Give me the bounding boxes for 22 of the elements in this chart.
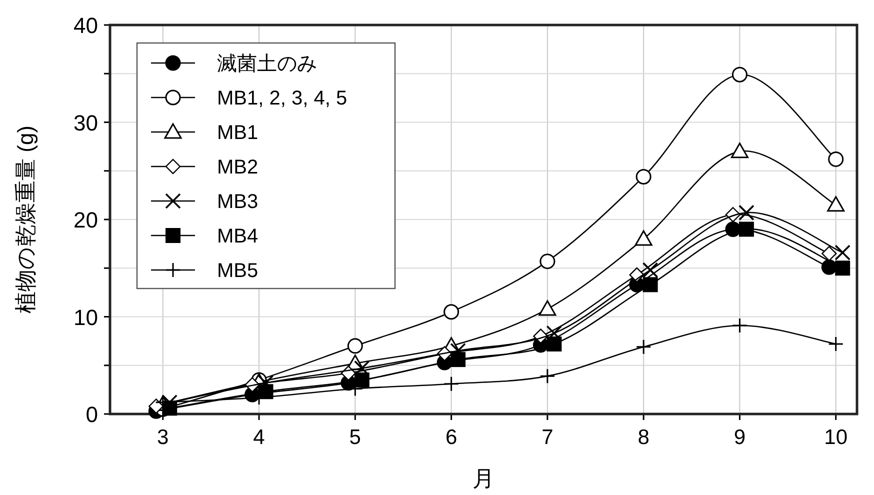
legend-label: MB3 (217, 191, 258, 213)
x-tick-label: 7 (542, 426, 554, 449)
x-axis-title: 月 (472, 466, 494, 491)
legend-label: MB1, 2, 3, 4, 5 (217, 88, 348, 110)
y-tick-label: 20 (74, 208, 98, 232)
y-tick-label: 10 (74, 304, 98, 330)
y-tick-label: 0 (86, 402, 98, 427)
x-tick-label: 3 (157, 426, 169, 449)
legend-label: 滅菌土のみ (217, 53, 317, 75)
x-tick-label: 9 (734, 426, 746, 449)
legend-label: MB1 (217, 122, 258, 144)
y-tick-label: 30 (74, 110, 98, 136)
x-tick-label: 5 (349, 426, 361, 449)
y-tick-label: 40 (74, 13, 98, 38)
legend-label: MB5 (217, 260, 258, 282)
legend-label: MB4 (217, 226, 258, 248)
x-tick-label: 4 (253, 426, 266, 449)
x-tick-label: 10 (824, 426, 848, 449)
legend-label: MB2 (217, 156, 258, 178)
x-tick-label: 6 (445, 426, 458, 449)
y-axis-title: 植物の乾燥重量 (g) (13, 126, 38, 314)
x-tick-label: 8 (638, 426, 650, 449)
